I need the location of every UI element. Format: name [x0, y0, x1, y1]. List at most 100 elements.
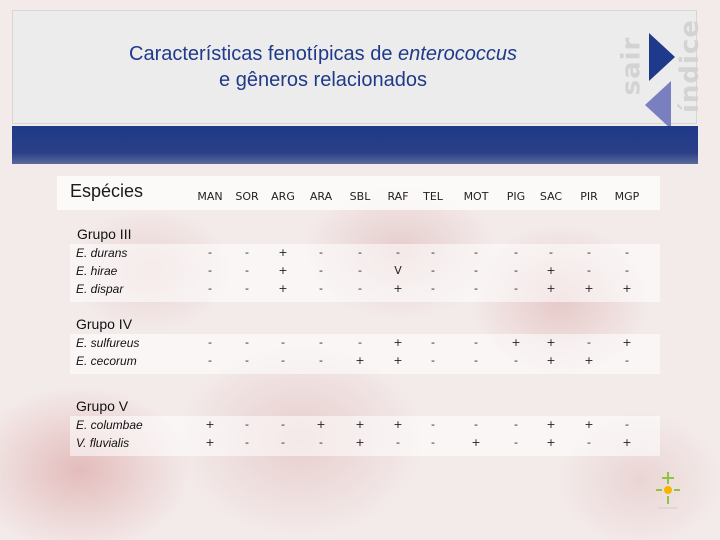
table-cell: -: [245, 264, 249, 277]
table-cell: -: [396, 436, 400, 449]
table-cell: -: [281, 336, 285, 349]
column-header-ara: ARA: [309, 190, 333, 203]
column-header-mgp: MGP: [614, 190, 640, 203]
table-cell: +: [393, 282, 403, 295]
title-line2: e gêneros relacionados: [219, 69, 427, 91]
table-cell: -: [431, 354, 435, 367]
table-cell: +: [584, 418, 594, 431]
slide-title: Características fenotípicas de enterococ…: [13, 41, 633, 93]
table-cell: -: [474, 282, 478, 295]
table-cell: -: [431, 282, 435, 295]
column-header-sac: SAC: [539, 190, 563, 203]
table-cell: -: [245, 246, 249, 259]
table-cell: -: [514, 354, 518, 367]
table-cell: +: [278, 264, 288, 277]
group-label: Grupo III: [77, 226, 132, 242]
title-line1-prefix: Características fenotípicas de: [129, 43, 399, 65]
table-cell: -: [281, 418, 285, 431]
table-cell: +: [393, 418, 403, 431]
table-cell: -: [319, 354, 323, 367]
index-label: índice: [675, 19, 705, 113]
column-header-pir: PIR: [580, 190, 598, 203]
table-cell: -: [281, 354, 285, 367]
column-header-pig: PIG: [506, 190, 526, 203]
table-cell: +: [546, 264, 556, 277]
table-cell: -: [625, 264, 629, 277]
header-divider-bar: [12, 126, 698, 164]
table-cell: -: [514, 246, 518, 259]
table-cell: -: [587, 264, 591, 277]
index-button[interactable]: índice: [671, 11, 709, 121]
table-cell: +: [393, 354, 403, 367]
table-cell: +: [584, 354, 594, 367]
table-cell: +: [471, 436, 481, 449]
table-cell: -: [358, 336, 362, 349]
table-cell: -: [587, 436, 591, 449]
table-cell: V: [394, 264, 402, 277]
table-cell: -: [474, 418, 478, 431]
table-cell: +: [546, 436, 556, 449]
table-cell: -: [514, 418, 518, 431]
table-cell: +: [546, 354, 556, 367]
table-cell: -: [208, 246, 212, 259]
table-cell: -: [431, 418, 435, 431]
group-rows-panel: [70, 244, 660, 302]
table-cell: -: [208, 264, 212, 277]
table-cell: -: [319, 282, 323, 295]
group-label: Grupo V: [76, 398, 129, 414]
table-cell: +: [546, 336, 556, 349]
exit-label: sair: [616, 36, 647, 96]
table-cell: +: [355, 436, 365, 449]
table-cell: +: [205, 418, 215, 431]
table-cell: -: [587, 246, 591, 259]
table-cell: -: [431, 246, 435, 259]
column-header-sor: SOR: [235, 190, 259, 203]
table-cell: -: [514, 264, 518, 277]
column-header-mot: MOT: [463, 190, 489, 203]
column-header-raf: RAF: [387, 190, 409, 203]
table-cell: -: [431, 436, 435, 449]
table-cell: -: [431, 264, 435, 277]
table-cell: -: [208, 282, 212, 295]
species-name: E. columbae: [76, 418, 143, 432]
table-cell: +: [278, 282, 288, 295]
species-name: V. fluvialis: [76, 436, 130, 450]
table-cell: -: [587, 336, 591, 349]
back-arrow-icon[interactable]: [645, 81, 671, 129]
institution-logo-icon: [656, 472, 680, 509]
species-column-header: Espécies: [70, 181, 144, 201]
title-line1-italic: enterococcus: [398, 43, 517, 65]
table-cell: +: [546, 418, 556, 431]
group-rows-panel: [70, 334, 660, 374]
table-cell: -: [319, 246, 323, 259]
next-arrow-icon[interactable]: [649, 33, 675, 81]
table-cell: +: [278, 246, 288, 259]
title-header: Características fenotípicas de enterococ…: [12, 10, 705, 129]
species-name: E. cecorum: [76, 354, 137, 368]
table-cell: -: [625, 246, 629, 259]
table-cell: -: [319, 436, 323, 449]
table-cell: -: [358, 282, 362, 295]
table-cell: +: [584, 282, 594, 295]
table-cell: +: [205, 436, 215, 449]
table-cell: -: [245, 354, 249, 367]
column-header-sbl: SBL: [349, 190, 371, 203]
column-header-tel: TEL: [423, 190, 443, 203]
table-cell: -: [245, 436, 249, 449]
table-cell: -: [281, 436, 285, 449]
table-cell: +: [355, 418, 365, 431]
table-cell: -: [319, 264, 323, 277]
table-cell: -: [208, 354, 212, 367]
table-cell: -: [358, 264, 362, 277]
table-cell: -: [319, 336, 323, 349]
table-cell: +: [622, 282, 632, 295]
table-cell: +: [511, 336, 521, 349]
table-cell: -: [514, 282, 518, 295]
species-name: E. sulfureus: [76, 336, 140, 350]
table-cell: -: [549, 246, 553, 259]
table-header-row: [57, 176, 660, 210]
column-header-arg: ARG: [271, 190, 295, 203]
species-name: E. dispar: [76, 282, 124, 296]
table-cell: -: [396, 246, 400, 259]
table-cell: -: [431, 336, 435, 349]
